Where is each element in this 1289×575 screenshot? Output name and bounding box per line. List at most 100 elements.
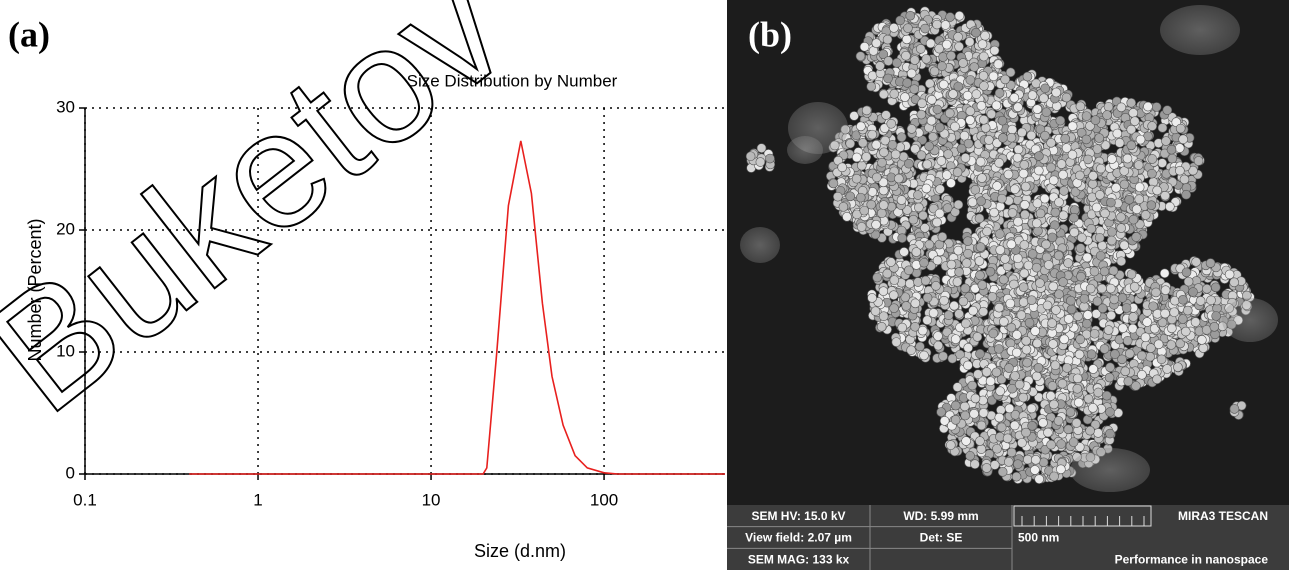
particle — [1116, 213, 1125, 222]
particle — [904, 266, 913, 275]
particle — [1040, 131, 1049, 140]
particle — [927, 116, 936, 125]
particle — [938, 232, 947, 241]
particle — [951, 335, 960, 344]
particle — [1051, 208, 1060, 217]
particle — [1094, 388, 1103, 397]
particle — [1022, 345, 1031, 354]
particle — [879, 90, 888, 99]
particle — [1004, 457, 1013, 466]
particle — [933, 332, 942, 341]
particle — [879, 186, 888, 195]
particle — [1176, 124, 1185, 133]
particle — [996, 387, 1005, 396]
particle — [961, 319, 970, 328]
particle — [892, 58, 901, 67]
particle — [953, 383, 962, 392]
particle — [887, 119, 896, 128]
particle — [1013, 103, 1022, 112]
particle — [1124, 377, 1133, 386]
particle — [1167, 340, 1176, 349]
particle — [987, 110, 996, 119]
particle — [966, 451, 975, 460]
particle — [1076, 102, 1085, 111]
particle — [1057, 160, 1066, 169]
particle — [962, 437, 971, 446]
particle — [911, 144, 920, 153]
particle — [1103, 111, 1112, 120]
particle — [872, 140, 881, 149]
particle — [1157, 355, 1166, 364]
particle — [1032, 372, 1041, 381]
particle — [1118, 355, 1127, 364]
particle — [975, 214, 984, 223]
particle — [1117, 257, 1126, 266]
particle — [1046, 392, 1055, 401]
particle — [945, 109, 954, 118]
particle — [1147, 169, 1156, 178]
particle — [1013, 254, 1022, 263]
particle — [1106, 284, 1115, 293]
particle — [1033, 105, 1042, 114]
particle — [1107, 236, 1116, 245]
particle — [879, 312, 888, 321]
particle — [856, 52, 865, 61]
particle — [1125, 349, 1134, 358]
particle — [1010, 93, 1019, 102]
particle — [1001, 75, 1010, 84]
particle — [1127, 141, 1136, 150]
particle — [990, 46, 999, 55]
particle — [1048, 319, 1057, 328]
particle — [1059, 211, 1068, 220]
particle — [1067, 305, 1076, 314]
particle — [1167, 145, 1176, 154]
particle — [868, 293, 877, 302]
particle — [1052, 88, 1061, 97]
particle — [877, 209, 886, 218]
particle — [846, 139, 855, 148]
particle — [1123, 336, 1132, 345]
particle — [1082, 135, 1091, 144]
particle — [1031, 327, 1040, 336]
particle — [1087, 224, 1096, 233]
particle — [1074, 312, 1083, 321]
particle — [958, 59, 967, 68]
particle — [1027, 131, 1036, 140]
particle — [856, 122, 865, 131]
particle — [1129, 108, 1138, 117]
particle — [1083, 253, 1092, 262]
particle — [888, 140, 897, 149]
particle — [1039, 94, 1048, 103]
particle — [954, 246, 963, 255]
particle — [982, 227, 991, 236]
particle — [1132, 205, 1141, 214]
particle — [1011, 371, 1020, 380]
particle — [1106, 408, 1115, 417]
particle — [878, 158, 887, 167]
particle — [1064, 425, 1073, 434]
particle — [998, 116, 1007, 125]
particle — [1069, 438, 1078, 447]
particle — [935, 123, 944, 132]
particle — [1121, 367, 1130, 376]
particle — [992, 368, 1001, 377]
particle — [1004, 364, 1013, 373]
particle — [915, 342, 924, 351]
particle — [1074, 398, 1083, 407]
particle — [1106, 363, 1115, 372]
particle — [1051, 306, 1060, 315]
particle — [925, 240, 934, 249]
particle — [934, 341, 943, 350]
particle — [1058, 379, 1067, 388]
particle — [977, 421, 986, 430]
particle — [898, 323, 907, 332]
particle — [1042, 108, 1051, 117]
particle — [925, 142, 934, 151]
particle — [1034, 152, 1043, 161]
particle — [922, 184, 931, 193]
particle — [909, 215, 918, 224]
particle — [1068, 122, 1077, 131]
particle — [990, 460, 999, 469]
particle — [955, 42, 964, 51]
particle — [1130, 117, 1139, 126]
